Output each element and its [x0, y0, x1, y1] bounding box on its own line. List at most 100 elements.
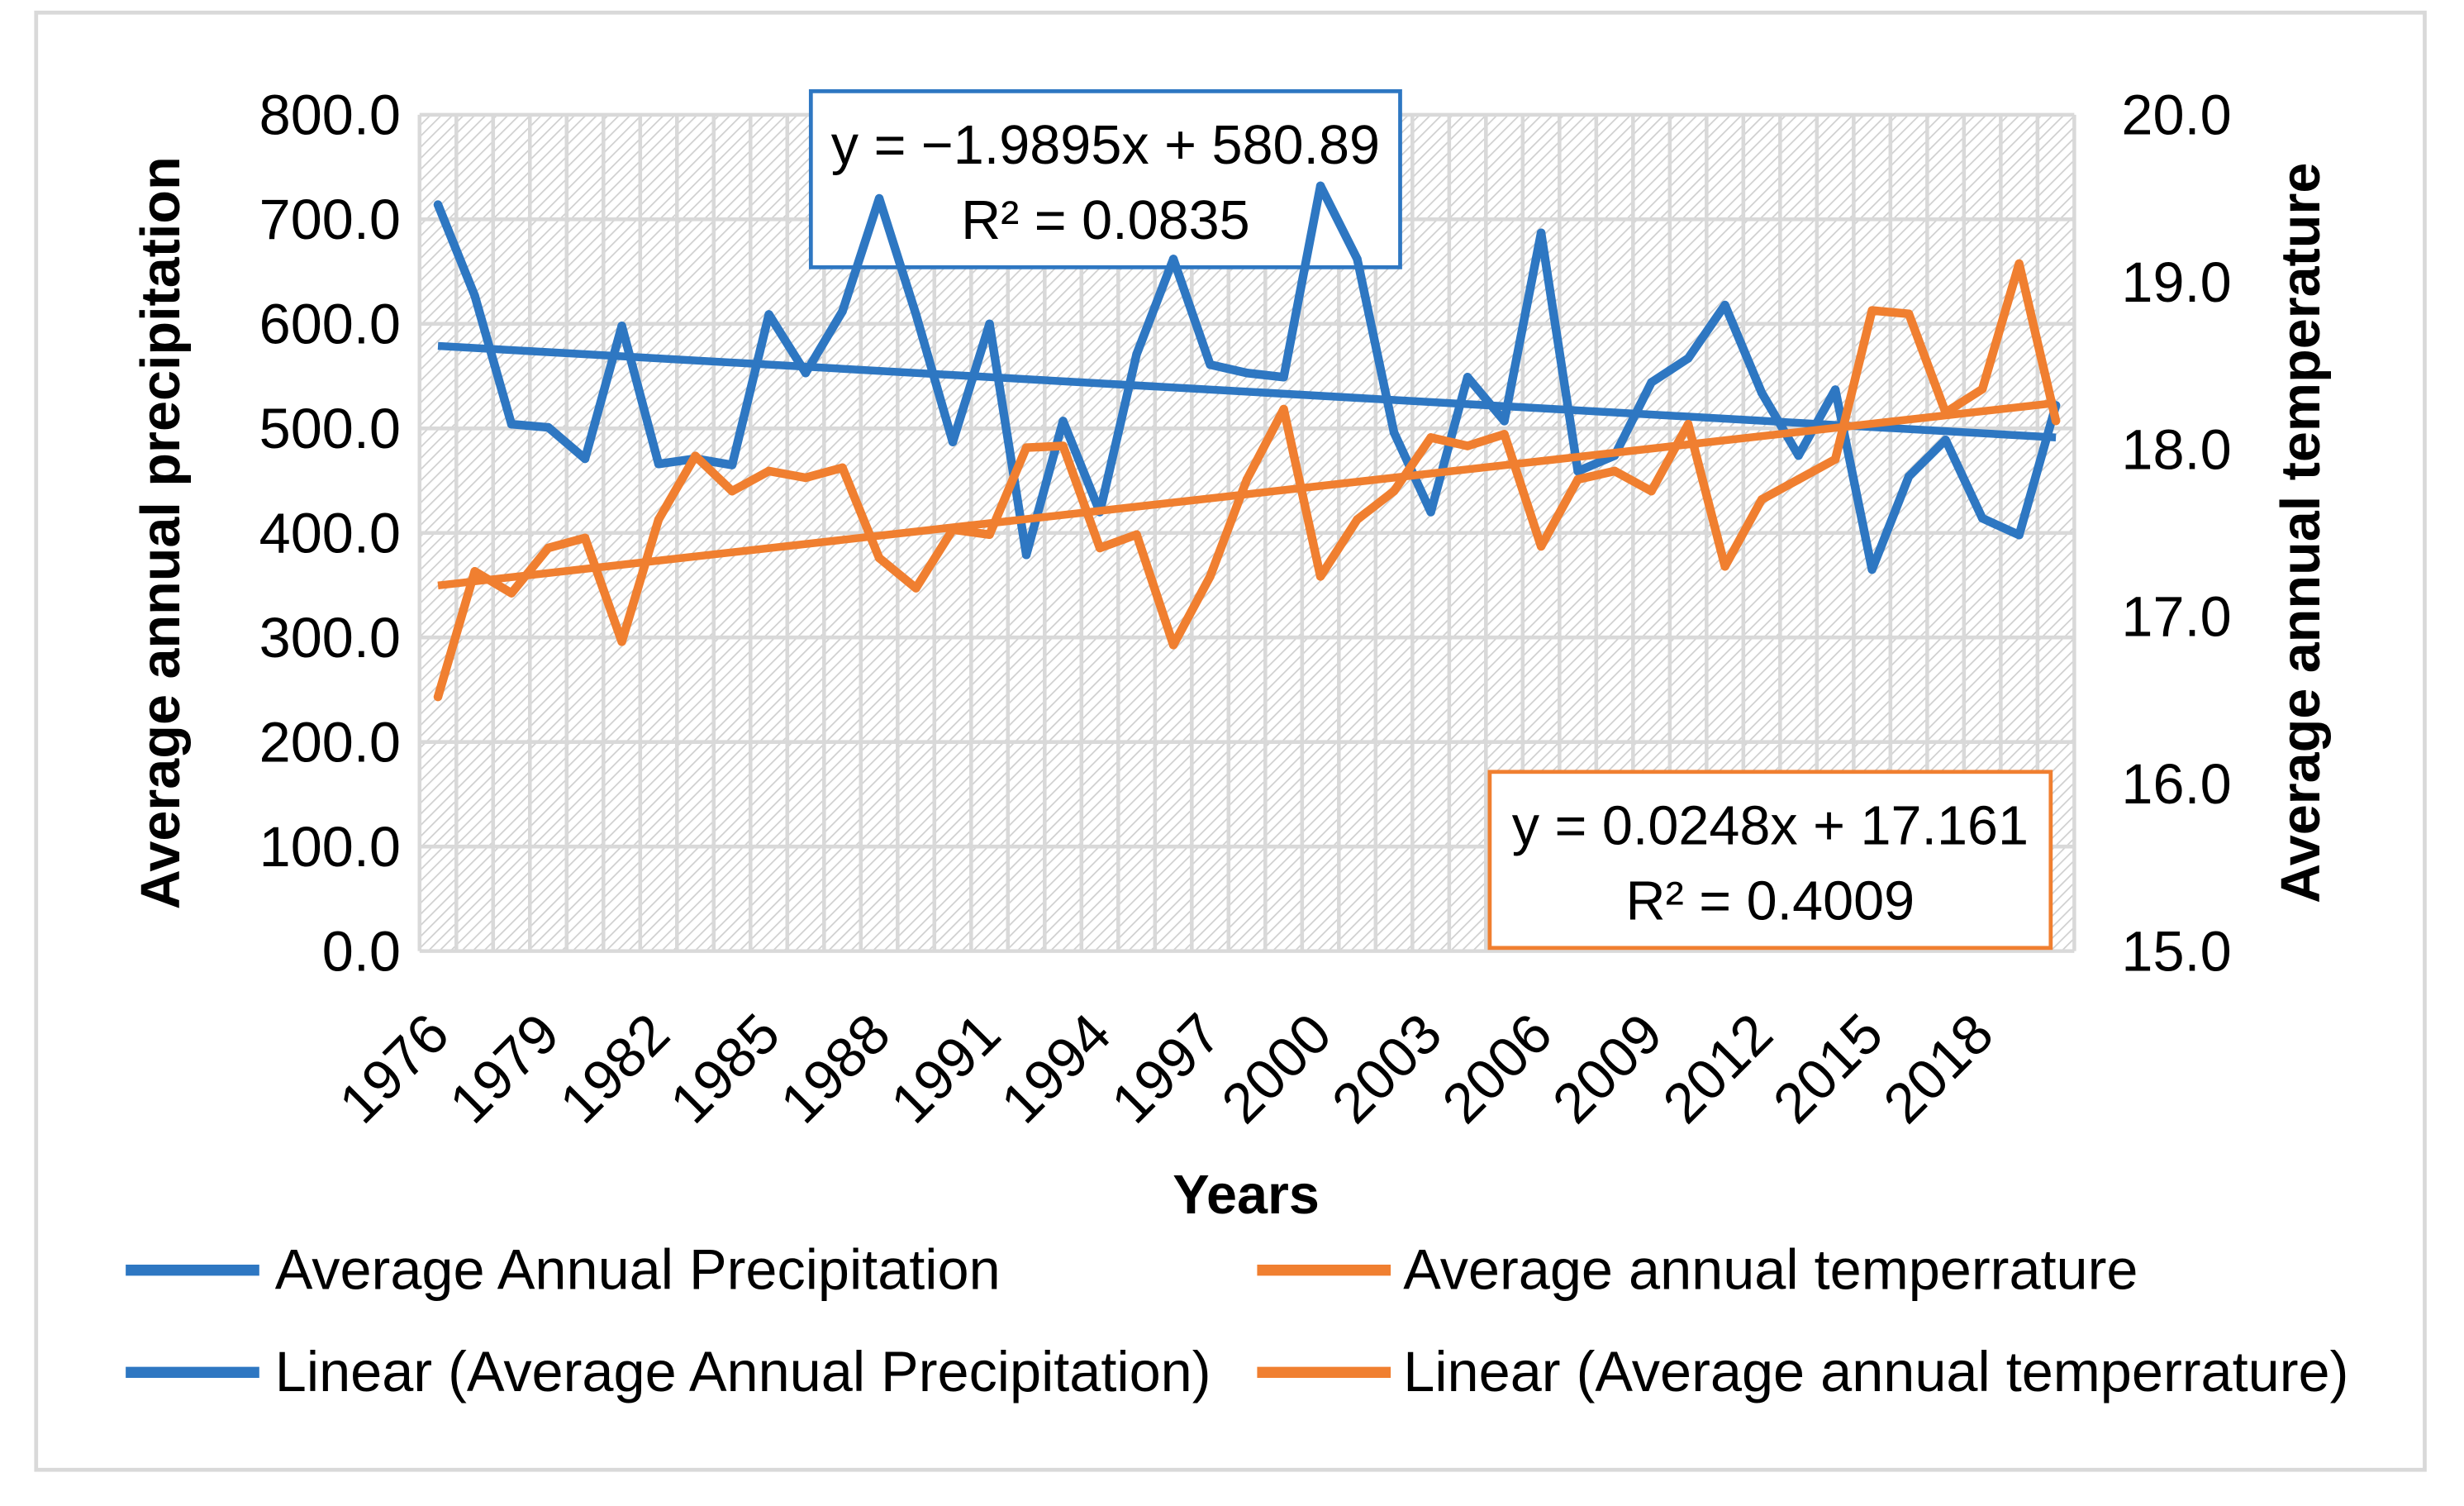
legend-item-precipitation-trendline: Linear (Average Annual Precipitation) — [126, 1340, 1211, 1404]
precipitation-point — [1720, 300, 1729, 310]
temperature-point — [1168, 641, 1178, 650]
legend-label-precipitation-trendline: Linear (Average Annual Precipitation) — [275, 1340, 1211, 1404]
temperature-point — [838, 463, 847, 473]
precipitation-point — [1206, 360, 1215, 369]
temperature-point — [1647, 486, 1656, 496]
precipitation-point — [433, 200, 443, 209]
temperature-point — [1536, 541, 1546, 551]
precipitation-point — [1353, 255, 1362, 264]
temperature-point — [1794, 474, 1803, 484]
x-axis-title: Years — [1173, 1165, 1320, 1226]
temperature-point — [1573, 474, 1582, 484]
legend-item-temperature: Average annual temperrature — [1257, 1238, 2138, 1302]
precipitation-equation-frame — [808, 88, 1402, 269]
precipitation-point — [1426, 508, 1435, 517]
temperature-equation-box: y = 0.0248x + 17.161 R² = 0.4009 — [1487, 770, 2053, 951]
temperature-point — [433, 692, 443, 702]
temperature-trendline — [437, 398, 2057, 590]
temperature-r-squared: R² = 0.4009 — [1626, 871, 1915, 932]
temperature-point — [1977, 384, 1987, 393]
precipitation-point — [948, 437, 958, 446]
y2-axis-tick-label: 19.0 — [2121, 250, 2231, 314]
temperature-point — [1058, 441, 1068, 450]
temperature-point — [1315, 572, 1325, 581]
precipitation-point — [1941, 435, 1950, 445]
temperature-point — [2051, 416, 2061, 426]
temperature-point — [580, 533, 590, 543]
temperature-point — [1757, 495, 1767, 504]
temperature-point — [985, 530, 994, 539]
precipitation-point — [654, 460, 664, 469]
y-axis-tick-label: 400.0 — [259, 502, 401, 565]
precipitation-point — [1315, 181, 1325, 191]
y-axis-title: Average annual precipitation — [131, 156, 192, 909]
precipitation-point — [1132, 350, 1141, 359]
temperature-point — [1132, 530, 1141, 539]
series-layer — [433, 181, 2061, 702]
precipitation-trend-equation: y = −1.9895x + 580.89 — [831, 115, 1380, 176]
precipitation-point — [1389, 428, 1399, 437]
temperature-trend-equation: y = 0.0248x + 17.161 — [1512, 795, 2029, 856]
legend-item-temperature-trendline: Linear (Average annual temperrature) — [1257, 1340, 2348, 1404]
temperature-point — [1500, 430, 1509, 439]
precipitation-point — [1683, 354, 1693, 363]
temperature-point — [727, 486, 737, 496]
precipitation-point — [1500, 417, 1509, 426]
precipitation-point — [470, 291, 479, 300]
y-axis-tick-label: 700.0 — [259, 188, 401, 251]
y2-axis-tick-label: 15.0 — [2121, 919, 2231, 983]
temperature-point — [544, 543, 553, 553]
temperature-point — [507, 589, 516, 598]
temperature-point — [1867, 306, 1877, 315]
precipitation-equation-box: y = −1.9895x + 580.89 R² = 0.0835 — [808, 88, 1402, 269]
temperature-point — [1095, 543, 1105, 553]
temperature-point — [1830, 455, 1840, 464]
legend-label-temperature: Average annual temperrature — [1403, 1238, 2138, 1302]
precipitation-r-squared: R² = 0.0835 — [961, 190, 1250, 251]
precipitation-point — [1573, 466, 1582, 476]
precipitation-point — [1830, 385, 1840, 394]
precipitation-point — [507, 419, 516, 429]
precipitation-point — [801, 369, 811, 378]
y2-axis-title: Average annual temperature — [2271, 163, 2332, 903]
temperature-point — [1904, 309, 1914, 318]
temperature-point — [1021, 443, 1031, 452]
temperature-point — [801, 473, 811, 483]
precipitation-point — [1463, 373, 1472, 382]
precipitation-trendline — [437, 341, 2057, 441]
temperature-point — [1389, 486, 1399, 496]
temperature-point — [1610, 466, 1620, 476]
y-axis-tick-label: 800.0 — [259, 83, 401, 147]
temperature-point — [764, 466, 773, 476]
y-axis-tick-label: 200.0 — [259, 710, 401, 774]
precipitation-point — [838, 307, 847, 316]
y-axis-tick-label: 100.0 — [259, 815, 401, 879]
precipitation-point — [1168, 255, 1178, 264]
temperature-point — [470, 567, 479, 576]
precipitation-point — [1757, 388, 1767, 398]
temperature-point — [654, 515, 664, 524]
temperature-point — [691, 451, 700, 460]
precipitation-point — [1536, 228, 1546, 238]
y-axis-tick-label: 600.0 — [259, 293, 401, 356]
temperature-point — [1206, 572, 1215, 581]
y-axis-tick-labels: 800.0 700.0 600.0 500.0 400.0 300.0 200.0 100.0… — [259, 83, 401, 984]
temperature-point — [1279, 404, 1288, 414]
precipitation-point — [1794, 450, 1803, 460]
precipitation-point — [1977, 513, 1987, 523]
y-axis-tick-label: 500.0 — [259, 397, 401, 460]
precipitation-point — [1867, 565, 1877, 574]
temperature-point — [617, 637, 626, 646]
temperature-equation-frame — [1487, 770, 2053, 951]
precipitation-point — [1058, 417, 1068, 426]
temperature-point — [1353, 515, 1362, 524]
legend-label-precipitation: Average Annual Precipitation — [275, 1238, 1001, 1302]
y-axis-tick-label: 300.0 — [259, 606, 401, 670]
precipitation-point — [2014, 531, 2024, 540]
y2-axis-tick-labels: 20.0 19.0 18.0 17.0 16.0 15.0 — [2121, 83, 2231, 984]
precipitation-point — [874, 193, 884, 203]
temperature-point — [1683, 419, 1693, 429]
y2-axis-tick-label: 18.0 — [2121, 417, 2231, 481]
